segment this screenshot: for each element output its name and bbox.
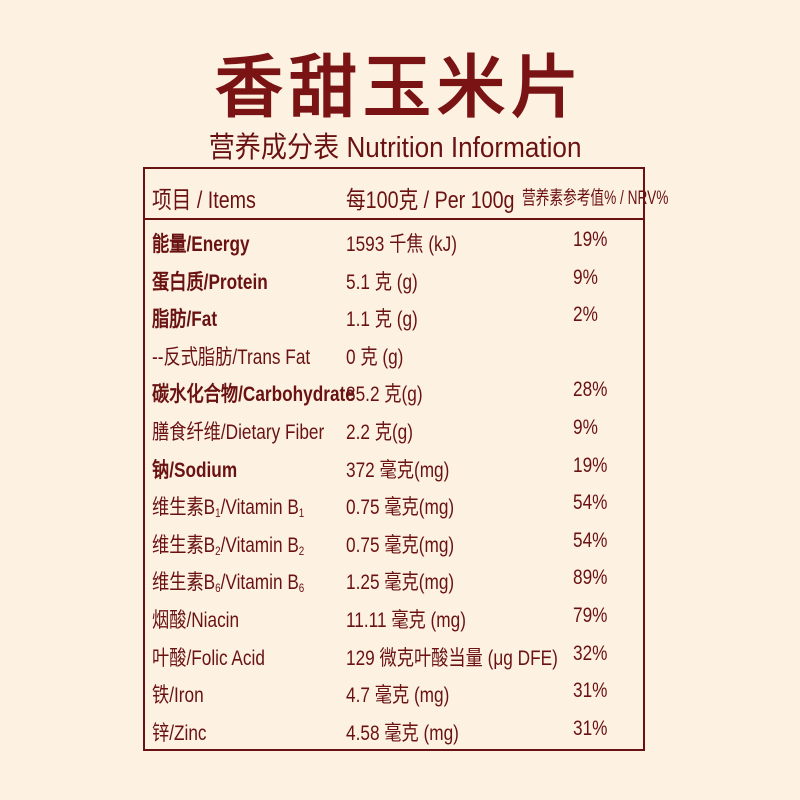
subscript: 6 [298, 581, 305, 596]
nutrient-amount: 0 克 (g) [346, 345, 404, 369]
nutrient-amount: 372 毫克(mg) [346, 458, 450, 482]
nutrient-nrv: 31% [573, 716, 608, 740]
subscript: 2 [215, 543, 221, 558]
nutrient-amount: 5.1 克 (g) [346, 270, 418, 294]
label-part: 铁/Iron [152, 684, 204, 708]
table-row: 叶酸/Folic Acid 129 微克叶酸当量 (μg DFE) 32% [145, 638, 643, 675]
nutrient-name: 维生素B6/Vitamin B6 [152, 566, 304, 596]
nutrient-name: 维生素B1/Vitamin B1 [152, 491, 304, 521]
label-part: 膳食纤维/Dietary Fiber [152, 421, 325, 444]
label-part: 蛋白质/Protein [152, 270, 268, 294]
label-part: 脂肪/Fat [152, 308, 218, 332]
nutrient-name: 锌/Zinc [152, 717, 207, 747]
nutrient-amount: 0.75 毫克(mg) [346, 496, 455, 520]
nutrient-amount: 4.58 毫克 (mg) [346, 721, 459, 745]
subscript: 1 [215, 506, 221, 521]
nutrient-name: 铁/Iron [152, 679, 204, 709]
table-row: 维生素B1/Vitamin B1 0.75 毫克(mg) 54% [145, 487, 643, 524]
nutrient-amount: 2.2 克(g) [346, 421, 413, 444]
subscript: 1 [298, 506, 305, 521]
table-row: 锌/Zinc 4.58 毫克 (mg) 31% [145, 713, 643, 750]
nutrient-name: 叶酸/Folic Acid [152, 642, 265, 672]
label-part: 锌/Zinc [152, 721, 207, 745]
label-part: 能量/Energy [152, 233, 250, 256]
label-part: 叶酸/Folic Acid [152, 646, 265, 670]
label-part: 维生素B [152, 496, 216, 520]
label-part: /Vitamin B [220, 571, 299, 595]
table-row: 碳水化合物/Carbohydrate 85.2 克(g) 28% [145, 374, 643, 411]
nutrient-nrv: 79% [573, 604, 608, 627]
table-row: 维生素B2/Vitamin B2 0.75 毫克(mg) 54% [145, 525, 643, 562]
nutrient-amount: 1.1 克 (g) [346, 308, 418, 332]
label-part: 维生素B [152, 571, 216, 595]
nutrient-nrv: 89% [573, 566, 608, 590]
nutrient-amount: 1.25 毫克(mg) [346, 571, 455, 595]
header-items: 项目 / Items [152, 187, 256, 214]
nutrient-nrv: 31% [573, 679, 608, 703]
table-row: 维生素B6/Vitamin B6 1.25 毫克(mg) 89% [145, 562, 643, 599]
nutrient-name: 钠/Sodium [152, 454, 237, 484]
table-row: 铁/Iron 4.7 毫克 (mg) 31% [145, 675, 643, 712]
nutrient-name: 膳食纤维/Dietary Fiber [152, 416, 324, 446]
nutrient-nrv: 9% [573, 265, 598, 289]
table-row: 烟酸/Niacin 11.11 毫克 (mg) 79% [145, 600, 643, 637]
nutrient-amount: 4.7 毫克 (mg) [346, 684, 450, 708]
nutrient-nrv: 32% [573, 641, 608, 665]
table-header: 项目 / Items 每100克 / Per 100g 营养素参考值% / NR… [145, 169, 668, 220]
header-per-100g: 每100克 / Per 100g [346, 187, 515, 214]
nutrient-nrv: 19% [573, 228, 608, 251]
nutrient-nrv: 54% [573, 491, 608, 515]
nutrient-amount: 129 微克叶酸当量 (μg DFE) [346, 646, 558, 670]
nutrient-amount: 1593 千焦 (kJ) [346, 233, 458, 256]
label-part: 钠/Sodium [152, 458, 238, 482]
table-subtitle: 营养成分表 Nutrition Information [208, 132, 582, 164]
subscript: 2 [298, 543, 305, 558]
nutrient-amount: 85.2 克(g) [346, 383, 423, 407]
nutrient-nrv: 19% [573, 453, 608, 477]
subscript: 6 [215, 581, 221, 596]
nutrient-amount: 11.11 毫克 (mg) [346, 609, 466, 632]
label-part: /Vitamin B [220, 533, 299, 557]
nutrient-name: 烟酸/Niacin [152, 604, 239, 634]
table-row: 膳食纤维/Dietary Fiber 2.2 克(g) 9% [145, 412, 643, 449]
label-part: --反式脂肪/Trans Fat [152, 345, 311, 369]
product-title: 香甜玉米片 [214, 49, 585, 128]
nutrient-name: 维生素B2/Vitamin B2 [152, 529, 304, 559]
label-part: /Vitamin B [220, 496, 299, 520]
nutrient-nrv: 2% [573, 303, 598, 327]
table-row: --反式脂肪/Trans Fat 0 克 (g) [145, 337, 643, 374]
label-part: 维生素B [152, 533, 216, 557]
label-part: 碳水化合物/Carbohydrate [152, 383, 355, 407]
header-nrv: 营养素参考值% / NRV% [522, 188, 669, 209]
nutrient-nrv: 9% [573, 416, 598, 439]
nutrient-nrv: 54% [573, 528, 608, 552]
nutrient-name: 能量/Energy [152, 228, 250, 258]
table-row: 能量/Energy 1593 千焦 (kJ) 19% [145, 224, 643, 261]
label-part: 烟酸/Niacin [152, 609, 240, 632]
nutrient-amount: 0.75 毫克(mg) [346, 533, 455, 557]
nutrient-name: 脂肪/Fat [152, 303, 217, 333]
table-row: 蛋白质/Protein 5.1 克 (g) 9% [145, 262, 643, 299]
table-row: 钠/Sodium 372 毫克(mg) 19% [145, 450, 643, 487]
nutrient-name: --反式脂肪/Trans Fat [152, 341, 310, 371]
table-row: 脂肪/Fat 1.1 克 (g) 2% [145, 299, 643, 336]
nutrient-nrv: 28% [573, 378, 608, 402]
nutrient-name: 蛋白质/Protein [152, 266, 268, 296]
nutrient-name: 碳水化合物/Carbohydrate [152, 378, 355, 408]
nutrition-table: 项目 / Items 每100克 / Per 100g 营养素参考值% / NR… [143, 167, 668, 751]
